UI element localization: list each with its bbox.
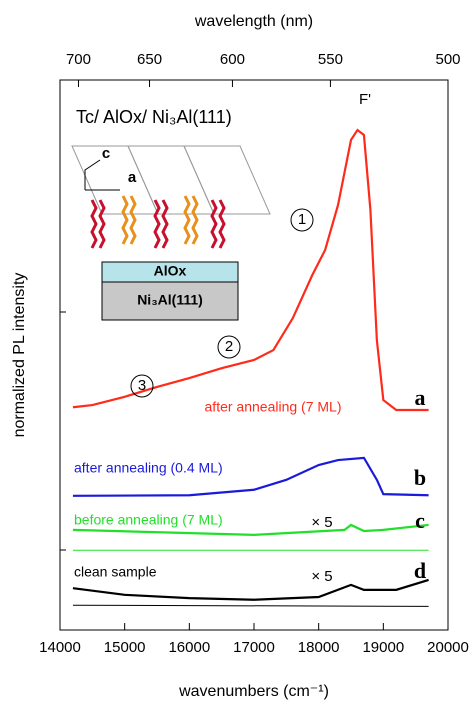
- annotation: Ni₃Al(111): [137, 292, 203, 308]
- top-tick-label: 600: [220, 51, 245, 68]
- plot-frame: [59, 79, 449, 631]
- top-tick-label: 550: [318, 51, 343, 68]
- annotation: d: [414, 558, 426, 583]
- annotation: a: [415, 385, 426, 410]
- x-tick-label: 17000: [233, 639, 275, 656]
- top-tick-label: 500: [435, 51, 460, 68]
- series-line: [72, 578, 429, 601]
- top-tick-label: 650: [137, 51, 162, 68]
- substrate: [101, 281, 239, 321]
- circle-marker: [217, 335, 241, 359]
- annotation: c: [102, 145, 110, 162]
- series-line: [72, 523, 429, 536]
- annotation: 2: [225, 338, 233, 355]
- annotation: AlOx: [154, 263, 187, 279]
- annotation: 3: [138, 377, 146, 394]
- series-line: [72, 604, 429, 607]
- x-tick-label: 16000: [168, 639, 210, 656]
- series-label: clean sample: [74, 564, 157, 580]
- x-tick-label: 18000: [298, 639, 340, 656]
- top-tick-label: 700: [66, 51, 91, 68]
- x-tick-label: 14000: [39, 639, 81, 656]
- x-axis-label: wavenumbers (cm⁻¹): [178, 683, 329, 700]
- annotation: Tc/ AlOx/ Ni₃Al(111): [76, 107, 232, 127]
- circle-marker: [130, 374, 154, 398]
- x-tick-label: 15000: [104, 639, 146, 656]
- series-label: after annealing (7 ML): [205, 399, 342, 415]
- inset: [71, 145, 271, 321]
- y-axis-label: normalized PL intensity: [11, 273, 28, 438]
- annotation: F': [359, 91, 371, 108]
- annotation: c: [415, 508, 425, 533]
- series-label: before annealing (7 ML): [74, 512, 223, 528]
- circle-marker: [290, 208, 314, 232]
- series-line: [72, 456, 429, 497]
- x-tick-label: 19000: [362, 639, 404, 656]
- annotation: a: [128, 169, 137, 186]
- series-label: after annealing (0.4 ML): [74, 460, 223, 476]
- cell: [127, 145, 215, 215]
- cell: [183, 145, 271, 215]
- molecule: [121, 195, 199, 245]
- annotation: b: [414, 465, 426, 490]
- top-axis-label: wavelength (nm): [194, 13, 313, 30]
- annotation: 1: [298, 211, 306, 228]
- molecule: [90, 199, 226, 249]
- axes-arrows: [84, 159, 120, 191]
- annotation: × 5: [311, 514, 332, 531]
- x-tick-label: 20000: [427, 639, 469, 656]
- annotation: × 5: [311, 568, 332, 585]
- series-line: [72, 128, 429, 412]
